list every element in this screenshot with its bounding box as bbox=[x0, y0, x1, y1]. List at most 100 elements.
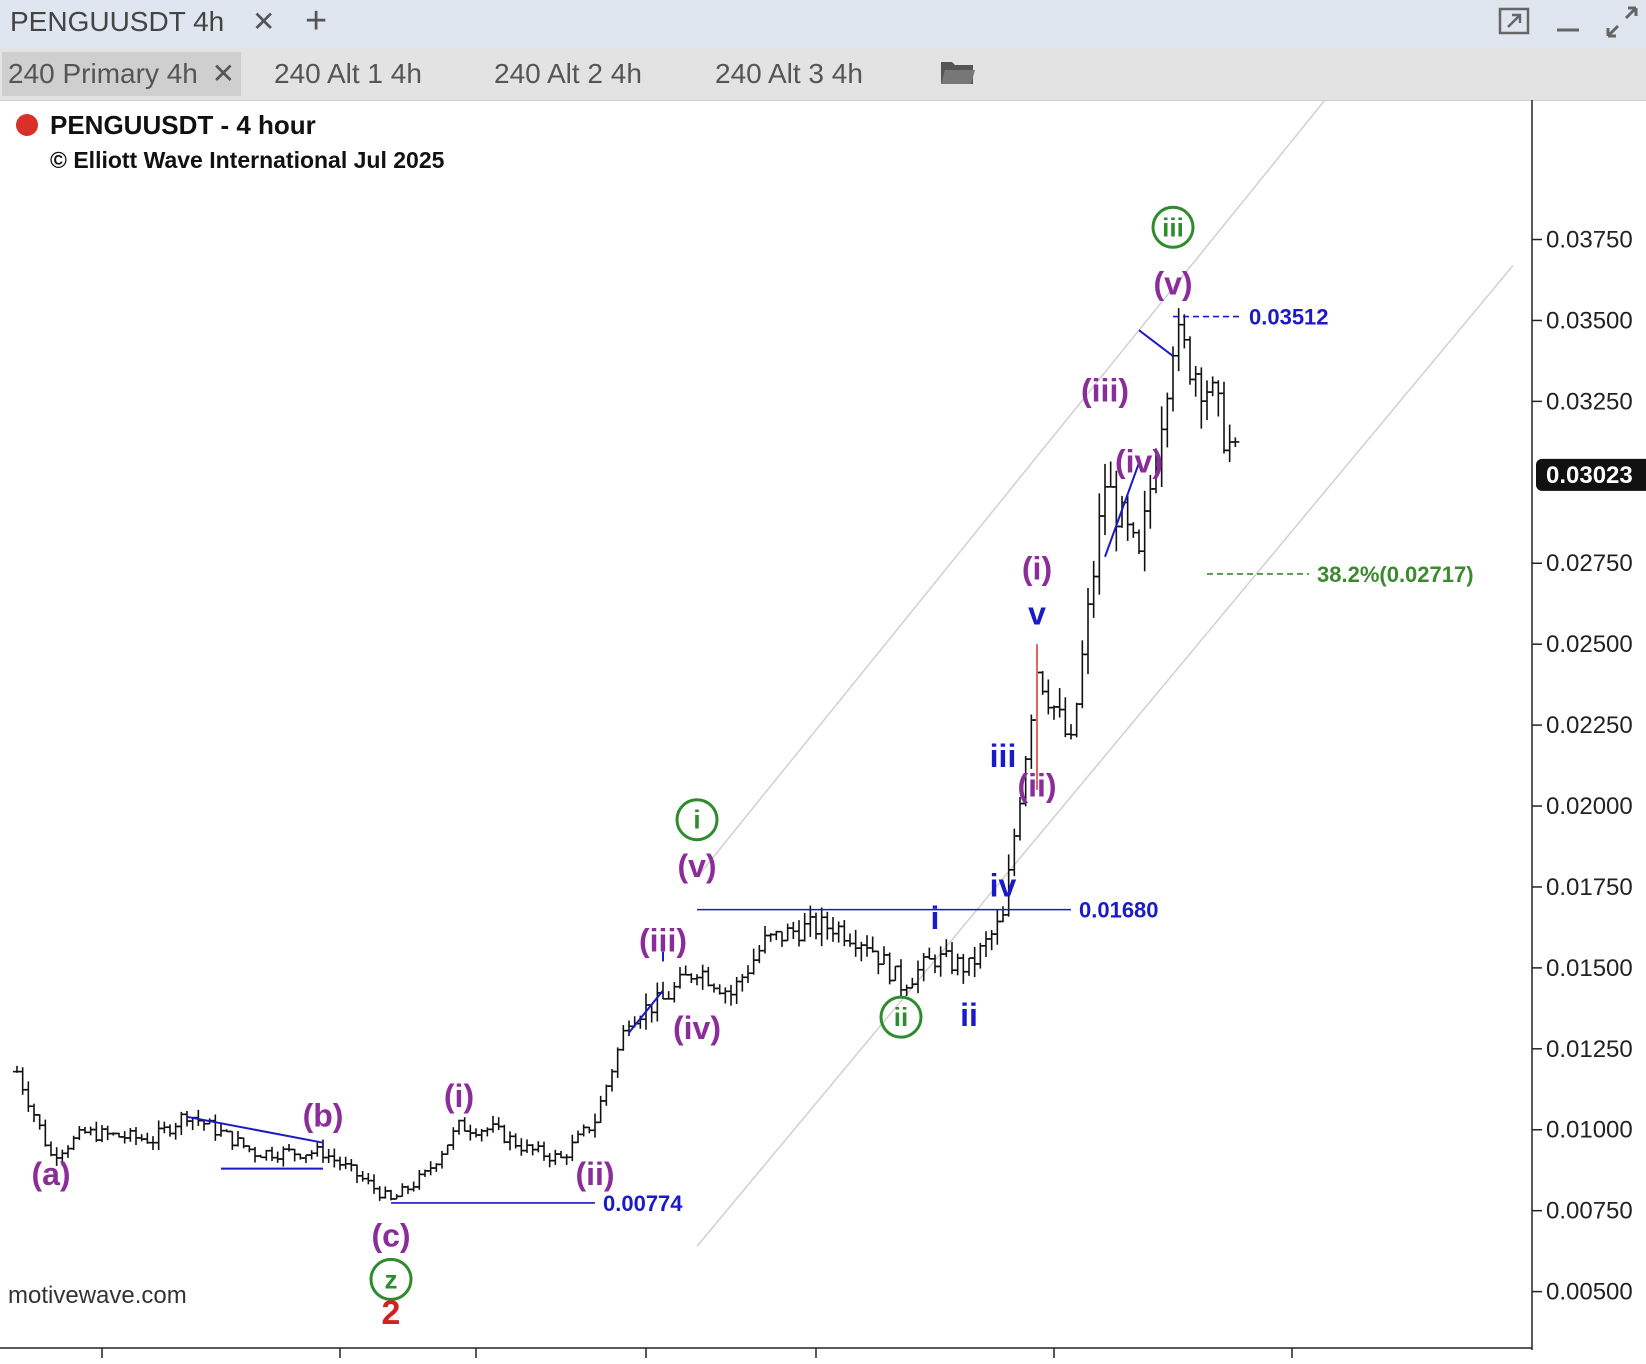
price-bar bbox=[313, 1142, 322, 1157]
price-bar bbox=[47, 1141, 55, 1157]
price-bar bbox=[1220, 381, 1228, 454]
folder-icon[interactable] bbox=[940, 58, 976, 86]
price-bar bbox=[942, 939, 951, 958]
wave-label: v bbox=[1028, 596, 1046, 632]
channel-lines bbox=[696, 100, 1514, 1247]
price-bar bbox=[364, 1173, 373, 1185]
plus-icon[interactable]: + bbox=[305, 0, 328, 42]
price-bar bbox=[273, 1151, 282, 1163]
price-bar bbox=[1163, 392, 1172, 448]
tab-alt-1[interactable]: 240 Alt 1 4h bbox=[274, 58, 422, 89]
price-bar bbox=[840, 920, 849, 947]
y-tick-label: 0.01750 bbox=[1546, 874, 1633, 901]
wave-label-circle bbox=[369, 1257, 413, 1301]
wave-label: ii bbox=[894, 1002, 908, 1032]
wave-labels: (a)(b)(c)z2(i)(ii)(iii)(iv)(v)iiiiiiiiii… bbox=[31, 205, 1195, 1332]
price-bar bbox=[970, 947, 979, 978]
wave-label: (iii) bbox=[1081, 372, 1129, 408]
price-bar bbox=[885, 952, 894, 985]
tab-bar: 240 Primary 4h ✕ 240 Alt 1 4h 240 Alt 2 … bbox=[0, 48, 1646, 101]
price-bar bbox=[540, 1141, 548, 1161]
trend-line bbox=[1138, 329, 1174, 357]
price-bar bbox=[1203, 380, 1211, 421]
trend-line bbox=[628, 989, 664, 1034]
y-tick-label: 0.02500 bbox=[1546, 631, 1633, 658]
wave-label: (ii) bbox=[1017, 767, 1056, 803]
price-bar bbox=[460, 1117, 469, 1132]
price-bar bbox=[494, 1117, 503, 1131]
tab-primary[interactable]: 240 Primary 4h ✕ bbox=[2, 52, 242, 96]
price-bar bbox=[925, 947, 934, 960]
price-bar bbox=[285, 1143, 293, 1152]
expand-icon[interactable] bbox=[1602, 2, 1642, 49]
wave-label: z bbox=[385, 1264, 398, 1294]
price-bar bbox=[98, 1125, 106, 1143]
close-icon[interactable]: ✕ bbox=[252, 6, 276, 37]
price-bar bbox=[817, 907, 826, 947]
price-bar bbox=[35, 1114, 44, 1130]
price-bar bbox=[506, 1131, 514, 1151]
wave-label-circle bbox=[879, 995, 923, 1039]
chart-symbol-title: PENGUUSDT - 4 hour bbox=[50, 110, 316, 140]
y-tick-label: 0.03750 bbox=[1546, 227, 1633, 254]
last-price-marker bbox=[1536, 458, 1646, 491]
wave-label: (a) bbox=[31, 1156, 70, 1192]
channel-line bbox=[696, 100, 1326, 878]
price-bar bbox=[443, 1144, 452, 1155]
price-bar bbox=[171, 1122, 180, 1140]
price-bar bbox=[330, 1148, 339, 1168]
price-bar bbox=[517, 1138, 526, 1156]
price-bar bbox=[1089, 560, 1098, 618]
price-bar bbox=[755, 945, 764, 964]
wave-label: iii bbox=[990, 738, 1017, 774]
wave-label: i bbox=[693, 805, 700, 835]
close-icon[interactable]: ✕ bbox=[211, 58, 236, 89]
price-chart[interactable]: 0.03512 0.01680 0.00774 38.2%(0.02717) (a) (… bbox=[0, 100, 1646, 1364]
price-bar bbox=[375, 1186, 384, 1201]
y-tick-label: 0.00500 bbox=[1546, 1279, 1633, 1306]
price-bar bbox=[183, 1110, 191, 1127]
wave-label: (v) bbox=[1153, 266, 1192, 302]
minimize-icon[interactable] bbox=[1553, 2, 1583, 43]
price-bar bbox=[659, 981, 667, 1000]
price-bar bbox=[75, 1126, 84, 1141]
status-dot-icon bbox=[16, 114, 38, 136]
price-bar bbox=[472, 1128, 480, 1138]
price-bar bbox=[1027, 714, 1036, 769]
price-bar bbox=[721, 987, 730, 1004]
price-bar bbox=[523, 1139, 531, 1153]
popout-icon[interactable] bbox=[1497, 4, 1531, 45]
price-bar bbox=[619, 1025, 628, 1051]
y-tick-label: 0.02750 bbox=[1546, 550, 1633, 577]
tab-alt-2[interactable]: 240 Alt 2 4h bbox=[494, 58, 642, 89]
price-bar bbox=[953, 953, 962, 976]
price-bar bbox=[1140, 490, 1149, 572]
price-bar bbox=[948, 942, 956, 975]
price-bar bbox=[778, 930, 786, 947]
price-bar bbox=[897, 959, 905, 998]
tab-alt-3[interactable]: 240 Alt 3 4h bbox=[715, 58, 863, 89]
price-bar bbox=[834, 921, 843, 943]
price-bar bbox=[1225, 424, 1234, 463]
price-bar bbox=[982, 931, 990, 958]
price-level-label: 0.01680 bbox=[1079, 898, 1159, 923]
wave-label: (c) bbox=[371, 1217, 410, 1253]
price-bar bbox=[500, 1124, 509, 1144]
price-bar bbox=[749, 948, 758, 975]
price-bar bbox=[336, 1156, 344, 1171]
price-bar bbox=[307, 1150, 316, 1160]
price-bar bbox=[1101, 463, 1109, 536]
price-bar bbox=[993, 909, 1002, 945]
price-bar bbox=[851, 929, 860, 957]
price-levels: 0.03512 0.01680 0.00774 38.2%(0.02717) bbox=[391, 305, 1474, 1216]
price-bar bbox=[591, 1113, 599, 1138]
chart-copyright: © Elliott Wave International Jul 2025 bbox=[50, 147, 445, 173]
wave-label: iii bbox=[1162, 212, 1184, 242]
wave-label-circle bbox=[675, 798, 719, 842]
price-bar bbox=[987, 929, 996, 951]
price-level-label: 0.03512 bbox=[1249, 305, 1329, 330]
price-bar bbox=[1180, 314, 1189, 349]
price-bar bbox=[1055, 688, 1064, 718]
price-bar bbox=[24, 1081, 33, 1112]
price-bar bbox=[789, 921, 798, 940]
